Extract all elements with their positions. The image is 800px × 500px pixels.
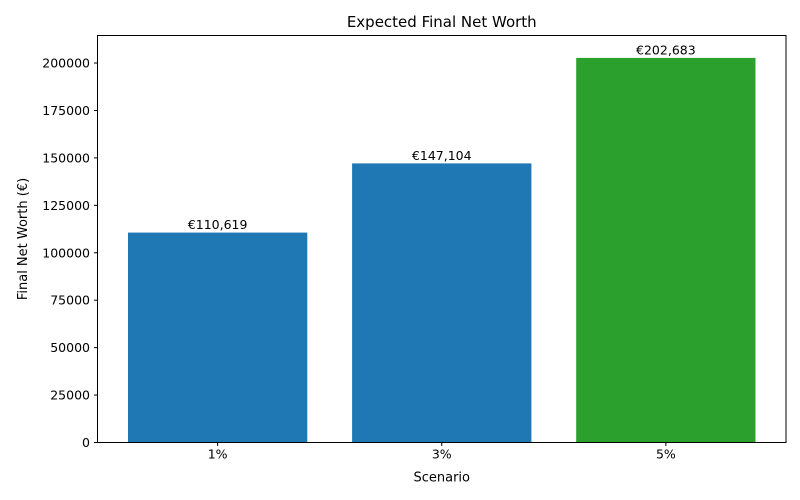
y-tick-label: 125000	[42, 198, 90, 213]
y-tick-label: 75000	[50, 293, 90, 308]
bar-value-label: €202,683	[636, 42, 696, 57]
y-tick-label: 0	[82, 435, 90, 450]
x-tick-label: 3%	[432, 447, 452, 462]
bar-1%	[128, 232, 308, 443]
chart-title: Expected Final Net Worth	[347, 13, 537, 31]
bar-5%	[576, 57, 756, 443]
y-axis-label: Final Net Worth (€)	[16, 178, 31, 300]
x-axis-label: Scenario	[413, 471, 470, 486]
y-tick-label: 175000	[42, 103, 90, 118]
bar-value-label: €147,104	[412, 148, 472, 163]
plot-dynamic-content: 0 25000 50000 75000 100000 125000 150000 175000…	[42, 35, 787, 462]
x-tick-label: 5%	[656, 447, 676, 462]
y-tick-label: 150000	[42, 150, 90, 165]
y-tick-label: 25000	[50, 388, 90, 403]
bar-3%	[352, 163, 532, 443]
x-tick-label: 1%	[208, 447, 228, 462]
y-tick-label: 100000	[42, 245, 90, 260]
y-tick-label: 50000	[50, 340, 90, 355]
bar-value-label: €110,619	[188, 217, 248, 232]
y-tick-label: 200000	[42, 56, 90, 71]
